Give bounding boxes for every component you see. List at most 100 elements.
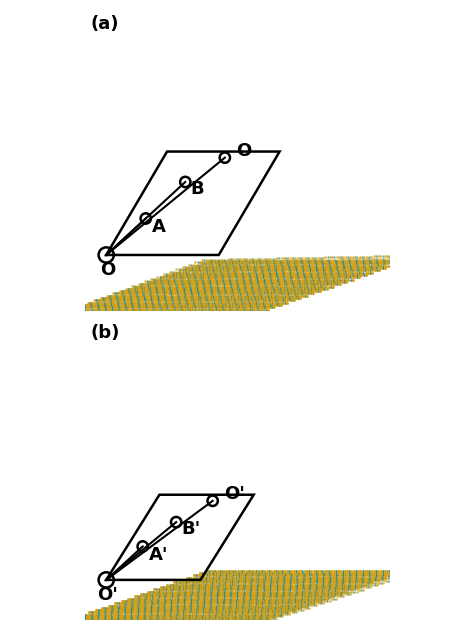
Point xyxy=(219,617,227,625)
Point xyxy=(342,270,349,280)
Point xyxy=(113,302,120,312)
Point xyxy=(353,259,361,269)
Point xyxy=(269,599,277,609)
Point xyxy=(139,618,147,625)
Point xyxy=(229,594,237,604)
Point xyxy=(206,298,213,308)
Point xyxy=(214,601,221,611)
Point xyxy=(176,621,183,625)
Point xyxy=(90,302,97,312)
Point xyxy=(163,281,170,291)
Point xyxy=(177,614,184,624)
Point xyxy=(275,582,283,592)
Point xyxy=(332,579,339,589)
Point xyxy=(265,291,273,301)
Point xyxy=(198,600,205,610)
Point xyxy=(183,608,191,618)
Point xyxy=(203,605,210,615)
Point xyxy=(203,300,211,310)
Point xyxy=(185,617,192,625)
Point xyxy=(303,253,311,263)
Point xyxy=(336,279,343,289)
Point xyxy=(260,591,268,601)
Point xyxy=(176,296,184,306)
Point xyxy=(257,266,264,276)
Point xyxy=(294,568,302,578)
Point xyxy=(210,608,218,618)
Point xyxy=(368,266,376,276)
Point xyxy=(223,603,231,613)
Point xyxy=(255,594,262,604)
Point xyxy=(141,599,149,609)
Point xyxy=(138,598,146,608)
Point xyxy=(188,575,195,585)
Point xyxy=(224,618,231,625)
Point xyxy=(336,277,343,287)
Point xyxy=(271,289,278,299)
Point xyxy=(177,302,184,312)
Point xyxy=(254,575,262,585)
Point xyxy=(301,278,308,288)
Point xyxy=(177,612,184,622)
Point xyxy=(174,291,182,301)
Point xyxy=(240,589,247,599)
Point xyxy=(322,254,330,264)
Point xyxy=(261,258,268,268)
Point xyxy=(231,570,238,580)
Point xyxy=(192,278,200,288)
Point xyxy=(240,587,247,597)
Point xyxy=(158,601,166,611)
Point xyxy=(126,617,134,625)
Point xyxy=(219,254,226,264)
Point xyxy=(198,579,205,589)
Point xyxy=(237,610,245,620)
Point xyxy=(269,594,277,604)
Point xyxy=(203,572,211,582)
Point xyxy=(319,579,327,589)
Point xyxy=(226,293,233,303)
Point xyxy=(224,591,232,601)
Point xyxy=(170,616,177,625)
Point xyxy=(309,587,317,597)
Point xyxy=(167,619,175,625)
Point xyxy=(197,619,205,625)
Point xyxy=(249,601,257,611)
Point xyxy=(227,284,235,294)
Point xyxy=(303,594,310,604)
Point xyxy=(155,276,163,286)
Point xyxy=(213,307,220,317)
Point xyxy=(160,289,168,299)
Point xyxy=(253,606,261,616)
Point xyxy=(159,283,166,293)
Point xyxy=(241,290,249,300)
Point xyxy=(200,591,208,601)
Point xyxy=(120,295,128,305)
Point xyxy=(136,283,144,293)
Point xyxy=(173,579,180,589)
Point xyxy=(143,604,150,614)
Point xyxy=(179,298,186,308)
Point xyxy=(180,264,187,274)
Point xyxy=(190,260,197,270)
Point xyxy=(181,280,188,290)
Point xyxy=(219,263,227,273)
Point xyxy=(267,573,275,583)
Point xyxy=(216,589,224,599)
Point xyxy=(190,610,198,620)
Point xyxy=(108,309,115,319)
Point xyxy=(253,272,261,282)
Point xyxy=(250,279,257,289)
Text: O: O xyxy=(100,261,115,279)
Point xyxy=(350,256,357,266)
Point xyxy=(305,269,312,279)
Point xyxy=(210,278,218,288)
Point xyxy=(266,270,273,280)
Point xyxy=(197,270,205,280)
Point xyxy=(270,300,278,310)
Point xyxy=(313,275,321,285)
Point xyxy=(369,261,377,271)
Point xyxy=(219,579,227,589)
Point xyxy=(215,601,222,611)
Point xyxy=(142,286,150,296)
Point xyxy=(230,579,237,589)
